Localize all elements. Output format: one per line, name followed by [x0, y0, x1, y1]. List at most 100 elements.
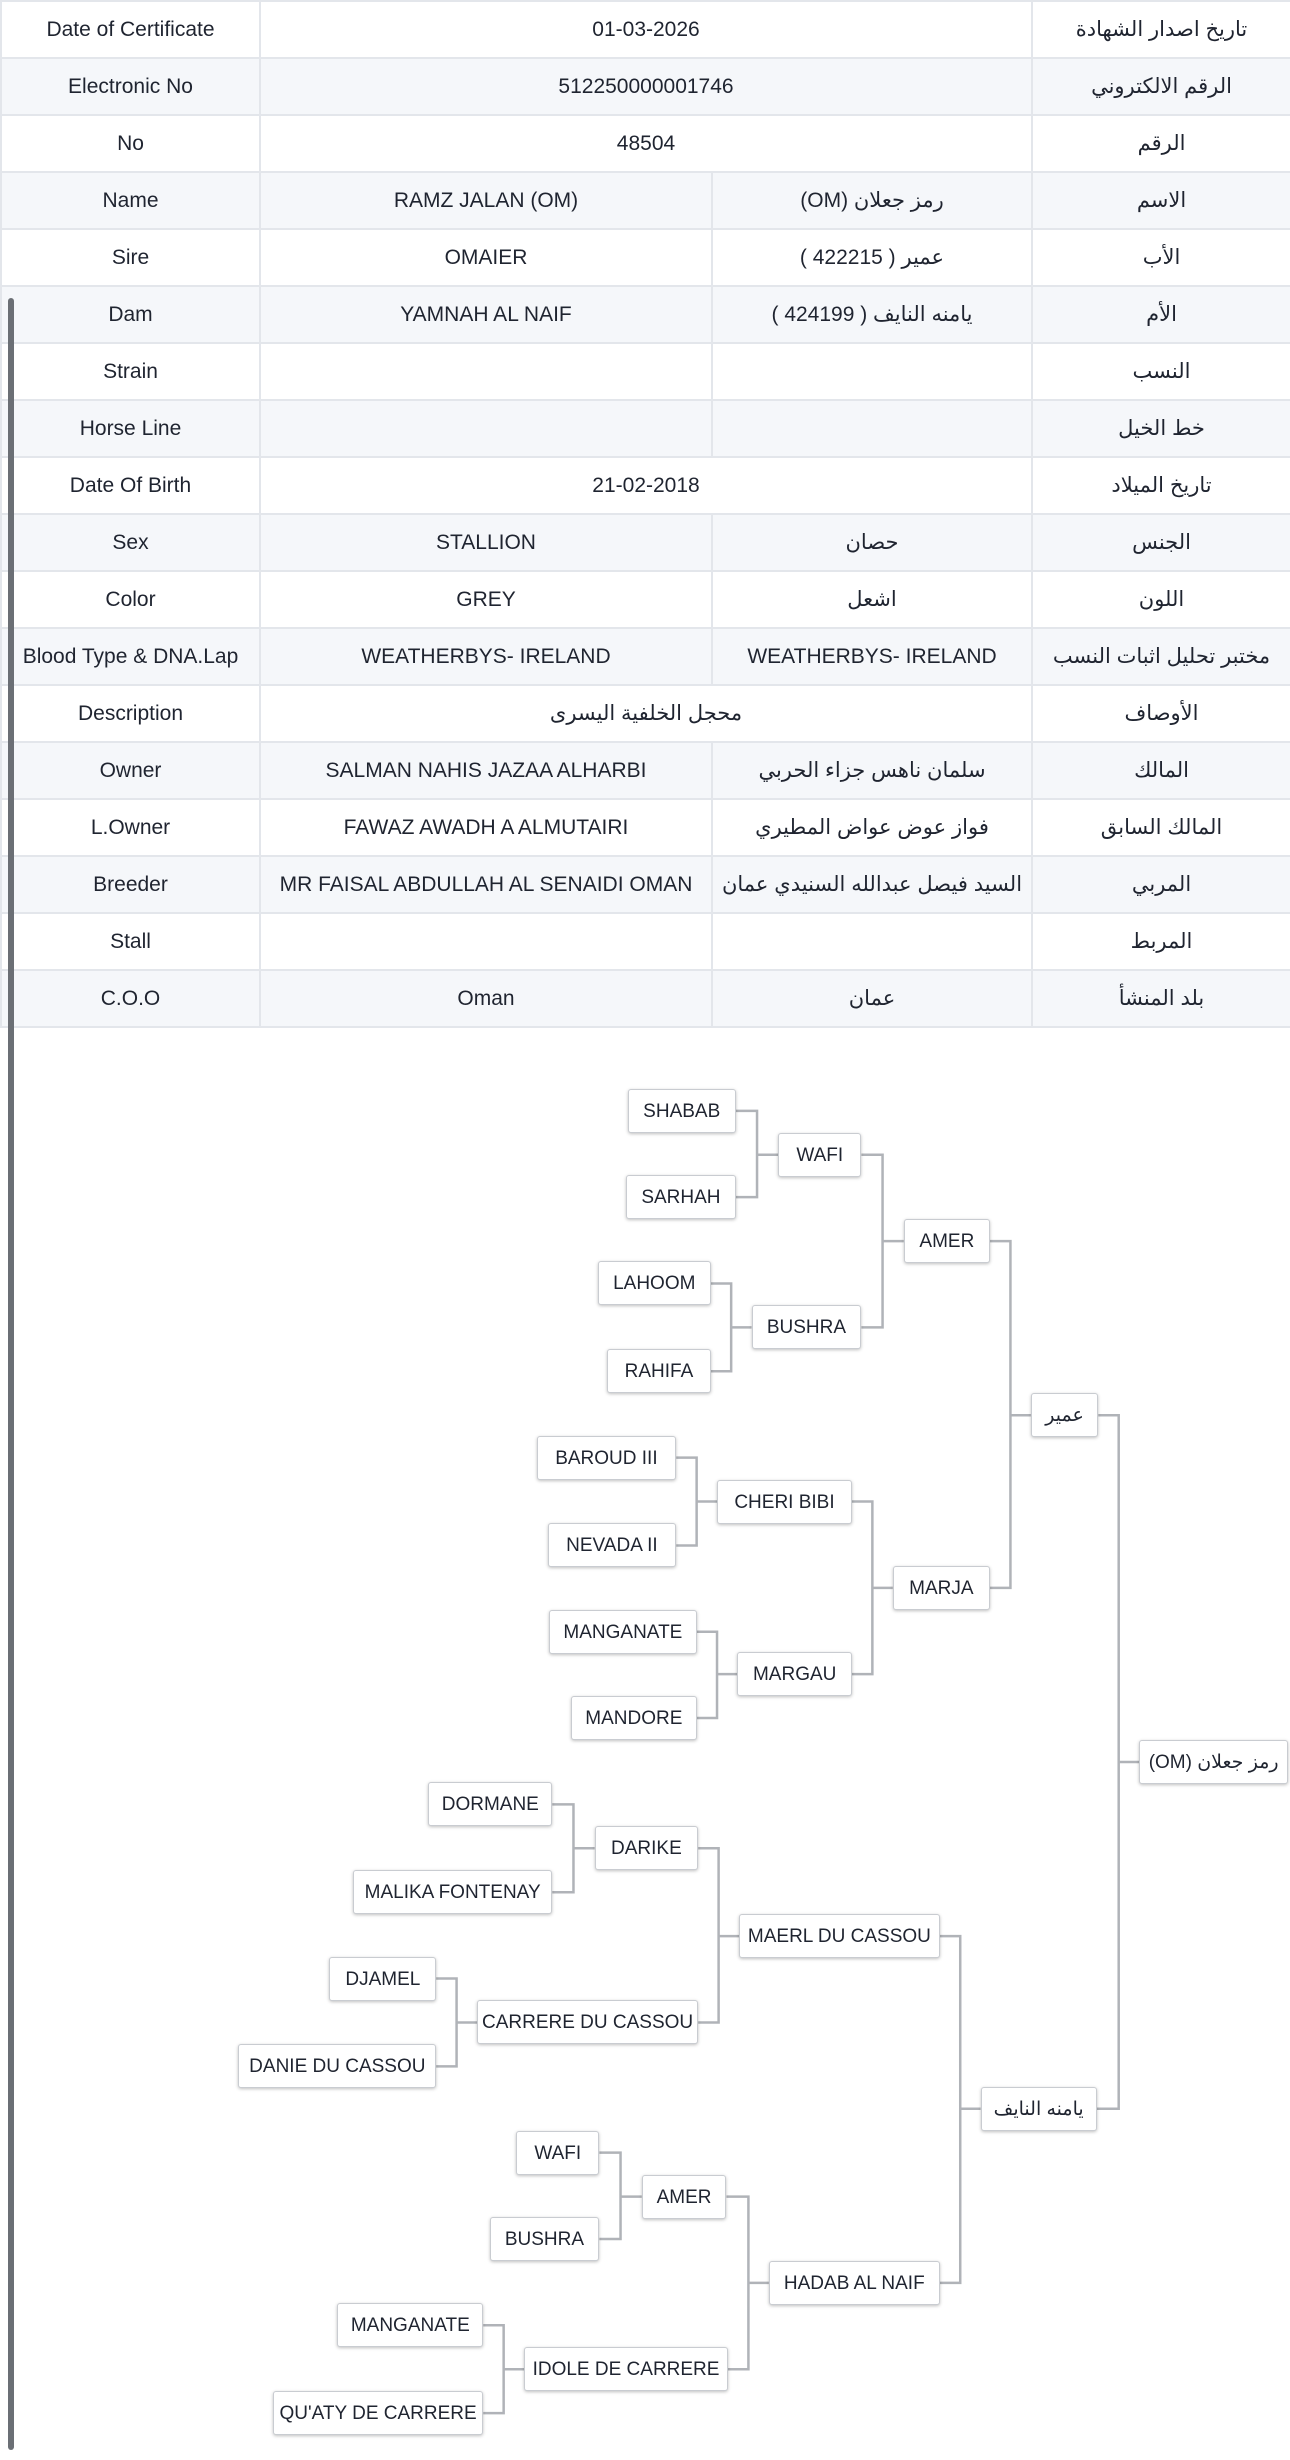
- label-ar: الأب: [1031, 228, 1290, 287]
- value-en: GREY: [259, 570, 713, 629]
- detail-row: Stall المربط: [0, 912, 1290, 971]
- value-ar: [710, 399, 1034, 458]
- pedigree-node-gen4[interactable]: CARRERE DU CASSOU: [476, 2000, 699, 2045]
- value-en: MR FAISAL ABDULLAH AL SENAIDI OMAN: [259, 855, 713, 914]
- pedigree-node-gen5[interactable]: MALIKA FONTENAY: [353, 1870, 553, 1915]
- label-en: Owner: [0, 741, 261, 800]
- label-ar: المربط: [1031, 912, 1290, 971]
- pedigree-node-gen2[interactable]: عمير: [1030, 1393, 1099, 1438]
- connector-line: [698, 1847, 720, 2024]
- pedigree-node-gen4[interactable]: AMER: [641, 2174, 727, 2219]
- detail-row: L.Owner FAWAZ AWADH A ALMUTAIRI فواز عوض ع…: [0, 798, 1290, 857]
- label-ar: الرقم الالكتروني: [1031, 57, 1290, 116]
- pedigree-node-gen4[interactable]: BUSHRA: [751, 1305, 862, 1350]
- detail-row: Date Of Birth 21-02-2018 تاريخ الميلاد: [0, 456, 1290, 515]
- pedigree-node-gen5[interactable]: WAFI: [516, 2130, 600, 2175]
- label-ar: الأم: [1031, 285, 1290, 344]
- pedigree-node-gen5[interactable]: LAHOOM: [597, 1261, 711, 1306]
- pedigree-node-gen4[interactable]: MARGAU: [737, 1652, 852, 1697]
- connector-line: [483, 2324, 505, 2415]
- value-ar: فواز عوض عواض المطيري: [710, 798, 1034, 857]
- connector-line: [1096, 1413, 1120, 2110]
- pedigree-node-gen4[interactable]: CHERI BIBI: [717, 1479, 852, 1524]
- label-en: Stall: [0, 912, 261, 971]
- pedigree-node-gen5[interactable]: SARHAH: [626, 1175, 736, 1220]
- detail-row: No 48504 الرقم: [0, 114, 1290, 173]
- connector-line: [990, 1239, 1012, 1590]
- label-ar: المربي: [1031, 855, 1290, 914]
- label-en: C.O.O: [0, 969, 261, 1028]
- value: محجل الخلفية اليسرى: [258, 684, 1034, 743]
- label-ar: الرقم: [1031, 114, 1290, 173]
- horse-details-table: Date of Certificate 01-03-2026 تاريخ اصدار…: [0, 0, 1290, 1028]
- pedigree-node-gen3[interactable]: MAERL DU CASSOU: [738, 1914, 940, 1959]
- pedigree-node-gen5[interactable]: DJAMEL: [329, 1956, 437, 2001]
- pedigree-node-gen5[interactable]: BAROUD III: [536, 1435, 677, 1480]
- value-en: [259, 399, 713, 458]
- detail-row: Horse Line خط الخيل: [0, 399, 1290, 458]
- label-ar: خط الخيل: [1031, 399, 1290, 458]
- detail-row: Name RAMZ JALAN (OM) رمز جعلان (OM) الاسم: [0, 171, 1290, 230]
- pedigree-node-gen5[interactable]: DORMANE: [428, 1782, 553, 1827]
- label-ar: الأوصاف: [1031, 684, 1290, 743]
- label-ar: الاسم: [1031, 171, 1290, 230]
- value-ar: اشعل: [710, 570, 1034, 629]
- detail-row: Sire OMAIER عمير ( 422215 ) الأب: [0, 228, 1290, 287]
- value-ar: [710, 342, 1034, 401]
- value: 01-03-2026: [258, 0, 1034, 59]
- pedigree-node-gen5[interactable]: SHABAB: [627, 1088, 736, 1133]
- value-en: [259, 912, 713, 971]
- value-en: Oman: [259, 969, 713, 1028]
- value-ar: عمان: [710, 969, 1034, 1028]
- label-en: Description: [0, 684, 261, 743]
- pedigree-node-gen1[interactable]: رمز جعلان (OM): [1139, 1739, 1289, 1784]
- label-ar: المالك السابق: [1031, 798, 1290, 857]
- pedigree-node-gen3[interactable]: MARJA: [892, 1565, 991, 1610]
- label-ar: المالك: [1031, 741, 1290, 800]
- pedigree-node-gen2[interactable]: يامنه النايف: [980, 2086, 1097, 2131]
- label-ar: تاريخ الميلاد: [1031, 456, 1290, 515]
- scrollbar[interactable]: [8, 298, 14, 2450]
- pedigree-node-gen4[interactable]: DARIKE: [594, 1826, 699, 1871]
- pedigree-node-gen4[interactable]: IDOLE DE CARRERE: [524, 2347, 728, 2392]
- pedigree-node-gen5[interactable]: QU'ATY DE CARRERE: [273, 2391, 484, 2436]
- pedigree-node-gen5[interactable]: MANDORE: [571, 1696, 697, 1741]
- value-en: YAMNAH AL NAIF: [259, 285, 713, 344]
- pedigree-node-gen4[interactable]: WAFI: [778, 1132, 862, 1177]
- label-en: Color: [0, 570, 261, 629]
- pedigree-node-gen3[interactable]: HADAB AL NAIF: [768, 2260, 940, 2305]
- label-ar: بلد المنشأ: [1031, 969, 1290, 1028]
- connector-line: [676, 1456, 698, 1547]
- connector-line: [599, 2151, 622, 2241]
- label-en: Blood Type & DNA.Lap: [0, 627, 261, 686]
- pedigree-node-gen5[interactable]: DANIE DU CASSOU: [238, 2044, 437, 2089]
- pedigree-node-gen5[interactable]: RAHIFA: [607, 1349, 711, 1394]
- connector-line: [710, 1282, 733, 1373]
- label-ar: اللون: [1031, 570, 1290, 629]
- value-ar: عمير ( 422215 ): [710, 228, 1034, 287]
- pedigree-node-gen3[interactable]: AMER: [903, 1219, 991, 1264]
- pedigree-node-gen5[interactable]: NEVADA II: [547, 1523, 677, 1568]
- value-en: RAMZ JALAN (OM): [259, 171, 713, 230]
- label-ar: الجنس: [1031, 513, 1290, 572]
- value: 48504: [258, 114, 1034, 173]
- connector-line: [436, 1977, 458, 2068]
- pedigree-node-gen5[interactable]: BUSHRA: [489, 2216, 600, 2261]
- connector-line: [861, 1153, 884, 1329]
- connector-line: [851, 1500, 874, 1676]
- label-en: Name: [0, 171, 261, 230]
- value-en: OMAIER: [259, 228, 713, 287]
- detail-row: Breeder MR FAISAL ABDULLAH AL SENAIDI OMA…: [0, 855, 1290, 914]
- detail-row: C.O.O Oman عمان بلد المنشأ: [0, 969, 1290, 1028]
- detail-row: Electronic No 512250000001746 الرقم الالكت…: [0, 57, 1290, 116]
- connector-line: [696, 1630, 719, 1720]
- detail-row: Owner SALMAN NAHIS JAZAA ALHARBI سلمان ناه…: [0, 741, 1290, 800]
- label-en: Sex: [0, 513, 261, 572]
- pedigree-node-gen5[interactable]: MANGANATE: [337, 2303, 484, 2348]
- label-en: Strain: [0, 342, 261, 401]
- detail-row: Strain النسب: [0, 342, 1290, 401]
- pedigree-node-gen5[interactable]: MANGANATE: [549, 1609, 697, 1654]
- value: 21-02-2018: [258, 456, 1034, 515]
- value-en: FAWAZ AWADH A ALMUTAIRI: [259, 798, 713, 857]
